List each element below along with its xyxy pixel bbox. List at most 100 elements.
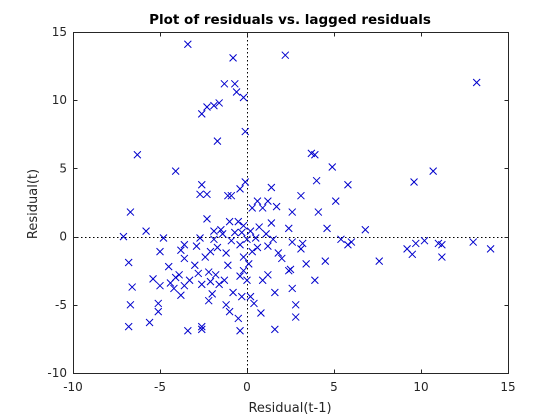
data-point <box>375 257 384 266</box>
x-tick-label: 15 <box>500 380 515 394</box>
data-point <box>237 292 246 301</box>
data-point <box>312 176 321 185</box>
data-point <box>154 299 163 308</box>
data-point <box>218 230 227 238</box>
axis-ticks <box>73 32 509 374</box>
data-point <box>194 269 203 278</box>
reference-lines <box>73 32 508 373</box>
data-point <box>246 292 255 301</box>
data-point <box>210 101 218 110</box>
data-point <box>239 266 248 275</box>
data-point <box>175 270 183 279</box>
data-point <box>229 54 237 62</box>
data-point <box>149 275 157 283</box>
data-point <box>206 277 215 286</box>
data-point <box>232 88 241 96</box>
data-point <box>203 103 211 111</box>
data-point <box>288 208 297 216</box>
data-point <box>170 284 178 293</box>
data-point <box>213 243 222 252</box>
data-point <box>208 290 217 298</box>
data-point <box>229 288 237 297</box>
data-point <box>204 296 213 305</box>
data-point <box>323 224 331 233</box>
data-point <box>234 217 243 226</box>
plot-area: -10 -5 0 5 10 15 -10 -5 0 5 10 15 <box>47 25 515 394</box>
data-point <box>230 79 239 88</box>
data-point <box>243 235 251 244</box>
data-point <box>311 276 319 285</box>
x-tick-label: 5 <box>330 380 338 394</box>
axes-frame <box>73 32 509 374</box>
data-point <box>281 51 290 60</box>
data-point <box>288 284 297 293</box>
x-tick-labels: -10 -5 0 5 10 15 <box>63 380 515 394</box>
data-point <box>225 217 234 226</box>
y-tick-label: 5 <box>59 161 67 175</box>
data-point <box>227 191 236 200</box>
data-point <box>269 235 277 244</box>
data-point <box>119 232 128 241</box>
data-point <box>180 240 189 249</box>
y-tick-label: 15 <box>52 25 67 39</box>
data-point <box>302 260 311 268</box>
axes-background <box>73 32 508 373</box>
data-point <box>128 283 137 291</box>
data-point <box>429 167 438 175</box>
data-point <box>177 291 185 300</box>
x-tick-label: 10 <box>413 380 428 394</box>
data-point <box>438 240 446 249</box>
data-point <box>244 260 253 268</box>
data-point <box>344 180 352 189</box>
x-tick-label: 0 <box>243 380 251 394</box>
data-point <box>215 99 224 107</box>
data-point <box>253 197 262 205</box>
data-point <box>267 219 276 227</box>
data-point <box>222 300 230 309</box>
data-point <box>331 197 340 205</box>
data-point <box>347 238 356 246</box>
data-point <box>213 137 222 145</box>
data-point <box>408 250 417 259</box>
data-point <box>241 127 250 136</box>
data-point <box>171 273 180 282</box>
data-point <box>243 276 251 285</box>
data-point <box>246 227 255 235</box>
data-point <box>270 288 279 297</box>
data-point <box>197 322 206 331</box>
data-point <box>230 228 239 237</box>
data-point <box>248 204 257 212</box>
data-point <box>201 253 210 261</box>
data-point <box>272 202 281 211</box>
data-point <box>177 246 185 255</box>
data-point <box>267 183 276 192</box>
data-point <box>204 268 213 276</box>
y-tick-label: 10 <box>52 93 67 107</box>
chart-title: Plot of residuals vs. lagged residuals <box>149 12 431 28</box>
data-point <box>154 307 163 316</box>
data-point <box>180 281 189 290</box>
data-point <box>210 235 218 244</box>
data-point <box>222 249 230 257</box>
data-point <box>145 318 154 327</box>
data-point <box>239 221 248 230</box>
data-point <box>248 247 257 256</box>
data-point <box>486 245 495 253</box>
data-point <box>224 261 232 270</box>
data-point <box>438 253 446 261</box>
data-point <box>291 300 300 309</box>
data-point <box>164 262 173 271</box>
data-point <box>126 300 135 309</box>
data-point <box>192 242 201 251</box>
data-point <box>217 225 225 234</box>
data-point <box>124 258 133 267</box>
data-point <box>314 208 323 216</box>
data-point <box>258 204 267 212</box>
data-point <box>270 325 279 334</box>
data-point <box>197 280 206 289</box>
data-point <box>197 109 206 118</box>
data-point <box>159 234 168 242</box>
data-point <box>180 254 189 263</box>
y-tick-label: -5 <box>55 298 67 312</box>
data-point <box>344 240 352 249</box>
